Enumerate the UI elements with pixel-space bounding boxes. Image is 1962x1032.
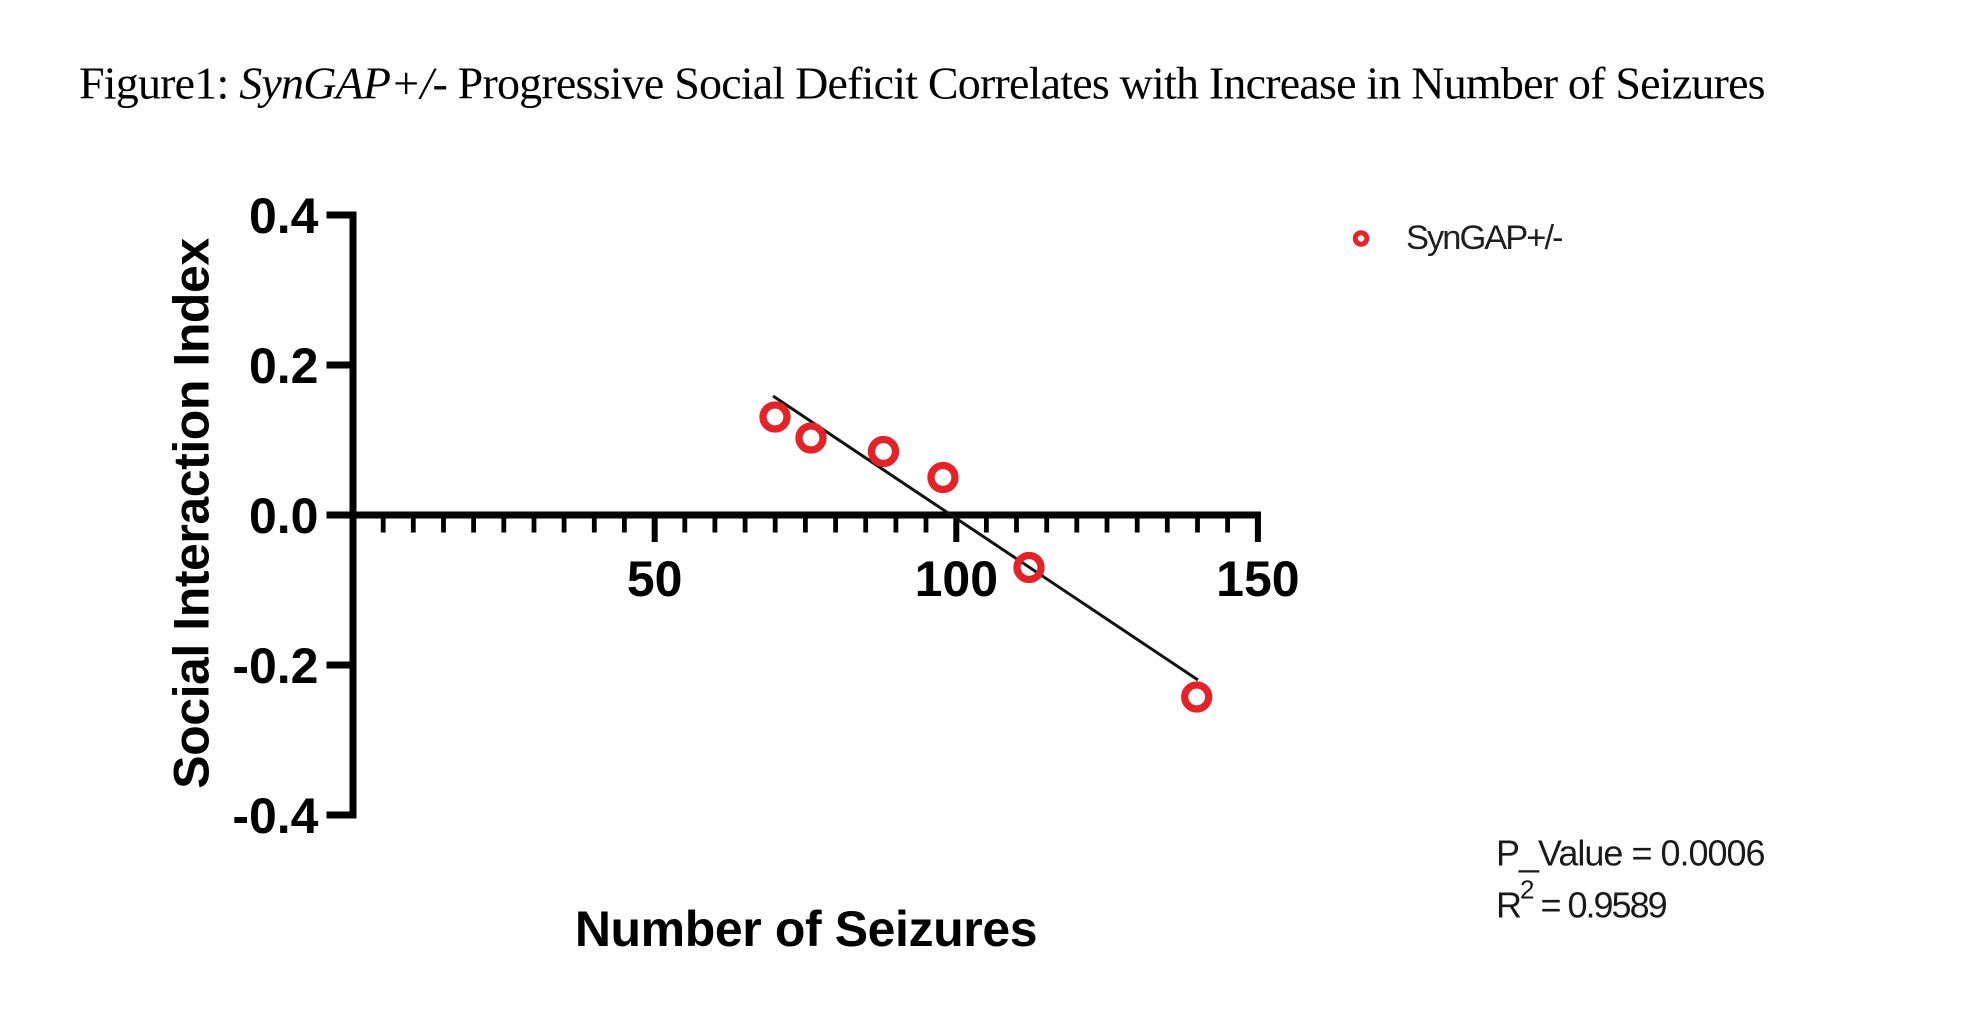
svg-text:-0.4: -0.4 [232,788,318,844]
svg-text:SynGAP+/-: SynGAP+/- [1406,219,1562,257]
svg-text:Number of Seizures: Number of Seizures [575,901,1037,957]
svg-text:Social Interaction Index: Social Interaction Index [164,238,220,789]
svg-text:P_Value = 0.0006: P_Value = 0.0006 [1496,833,1765,874]
svg-text:-0.2: -0.2 [232,638,318,694]
svg-text:0.2: 0.2 [249,338,319,394]
svg-text:Figure1: SynGAP+/- Progressive: Figure1: SynGAP+/- Progressive Social De… [79,58,1765,109]
svg-text:50: 50 [627,551,683,607]
svg-text:150: 150 [1216,551,1299,607]
svg-text:0.4: 0.4 [249,188,319,244]
svg-text:100: 100 [915,551,998,607]
svg-text:R2 = 0.9589: R2 = 0.9589 [1496,875,1667,926]
svg-text:0.0: 0.0 [249,488,319,544]
